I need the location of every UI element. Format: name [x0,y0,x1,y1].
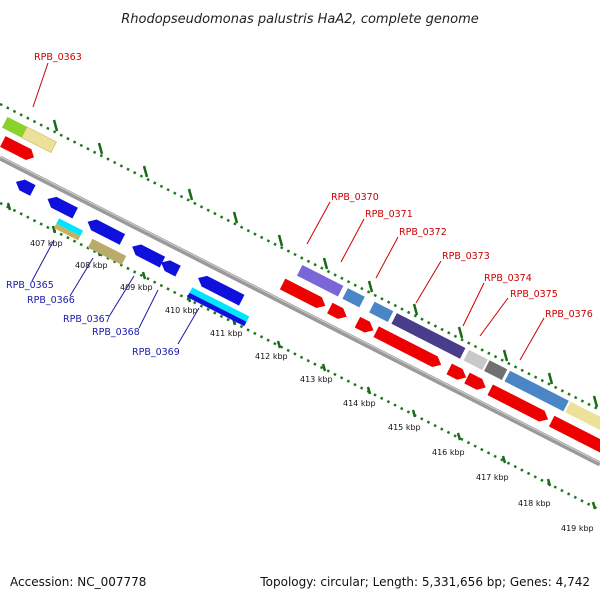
forward-gene-labels: RPB_0363 RPB_0370 RPB_0371 RPB_0372 RPB_… [34,52,593,320]
gene-arrow-rpb0367[interactable] [129,241,166,268]
gene-arrow-rpb0369-a[interactable] [195,273,245,306]
gene-arrow-rpb0373[interactable] [373,326,443,370]
gene-arrow-rpb0370[interactable] [279,278,328,311]
gene-feature-khaki[interactable] [21,126,57,153]
label-rpb0368[interactable]: RPB_0368 [92,327,140,338]
label-rpb0370[interactable]: RPB_0370 [331,192,379,203]
gene-arrow-rpb0377[interactable] [548,415,600,470]
tick-label-408: 408 kbp [75,261,108,270]
tick-label-418: 418 kbp [518,499,551,508]
tick-label-407: 407 kbp [30,239,63,248]
gene-rpb0365-b[interactable] [54,223,81,241]
gene-rpb0365-a[interactable] [56,218,84,236]
gene-arrow-rpb0375[interactable] [464,372,488,393]
genome-backbone [0,155,600,467]
gene-rpb0366[interactable] [87,238,127,265]
label-rpb0371[interactable]: RPB_0371 [365,209,413,220]
gene-rpb0371[interactable] [342,288,365,308]
gene-arrow-rpb0363[interactable] [0,136,37,163]
gene-arrow-rpb0368[interactable] [158,257,181,277]
label-rpb0363[interactable]: RPB_0363 [34,52,82,63]
tick-label-412: 412 kbp [255,352,288,361]
accession-text: Accession: NC_007778 [10,575,146,589]
gene-track [0,116,600,470]
label-rpb0374[interactable]: RPB_0374 [484,273,532,284]
label-rpb0367[interactable]: RPB_0367 [63,314,111,325]
label-rpb0373[interactable]: RPB_0373 [442,251,490,262]
reverse-gene-labels: RPB_0365 RPB_0366 RPB_0367 RPB_0368 RPB_… [6,280,180,358]
tick-label-414: 414 kbp [343,399,376,408]
gene-arrow-rpb0376[interactable] [487,384,550,424]
tick-label-416: 416 kbp [432,448,465,457]
gene-rpb0375[interactable] [484,360,508,381]
gene-rpb0370[interactable] [296,264,344,297]
gene-arrow-rpb0372[interactable] [354,316,376,336]
outer-dotted-ring [0,102,600,412]
gene-rpb0369-c[interactable] [187,292,247,327]
label-leaders [31,62,545,361]
outer-ticks [52,119,599,408]
tick-label-419: 419 kbp [561,524,594,533]
gene-rpb0372[interactable] [369,301,394,322]
label-rpb0366[interactable]: RPB_0366 [27,295,75,306]
gene-arrow-rev-1[interactable] [13,176,36,196]
gene-arrow-rev-2[interactable] [45,194,78,219]
gene-arrow-rpb0371[interactable] [327,302,349,322]
map-title: Rhodopseudomonas palustris HaA2, complet… [121,12,479,27]
tick-label-417: 417 kbp [476,473,509,482]
tick-label-410: 410 kbp [165,306,198,315]
gene-rpb0373[interactable] [391,313,466,359]
tick-label-415: 415 kbp [388,423,421,432]
gene-rpb0374[interactable] [463,349,488,371]
gene-feature-green[interactable] [2,116,29,139]
tick-label-411: 411 kbp [210,329,243,338]
label-rpb0369[interactable]: RPB_0369 [132,347,180,358]
tick-label-413: 413 kbp [300,375,333,384]
gene-rpb0369-b[interactable] [189,287,250,322]
gene-rpb0376[interactable] [504,370,569,412]
kbp-tick-labels: 407 kbp 408 kbp 409 kbp 410 kbp 411 kbp … [30,239,594,533]
label-rpb0376[interactable]: RPB_0376 [545,309,593,320]
gene-arrow-rev-3[interactable] [85,216,126,245]
inner-dotted-ring [0,201,600,512]
topology-summary-text: Topology: circular; Length: 5,331,656 bp… [259,575,590,589]
tick-label-409: 409 kbp [120,283,153,292]
gene-feature-khaki-right[interactable] [565,401,600,449]
gene-arrow-rpb0374[interactable] [446,363,468,383]
label-rpb0365[interactable]: RPB_0365 [6,280,54,291]
label-rpb0375[interactable]: RPB_0375 [510,289,558,300]
genome-backbone-highlight [0,156,600,463]
label-rpb0372[interactable]: RPB_0372 [399,227,447,238]
